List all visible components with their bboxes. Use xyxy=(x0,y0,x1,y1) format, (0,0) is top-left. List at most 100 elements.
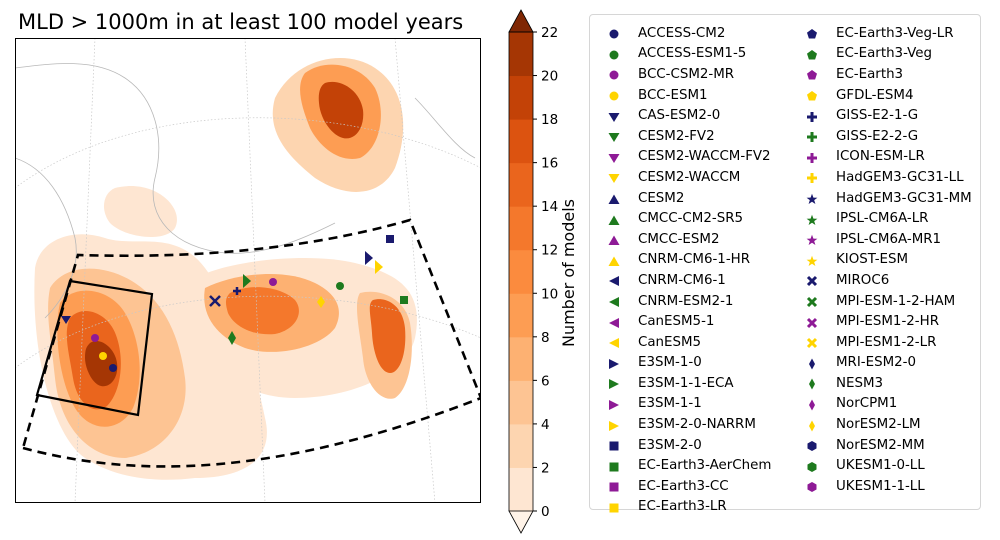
colorbar-band xyxy=(509,380,533,425)
triangle-right-marker-icon xyxy=(604,376,624,390)
legend-item: CMCC-CM2-SR5 xyxy=(604,208,771,229)
legend-item-label: CESM2-WACCM xyxy=(638,169,741,185)
marker xyxy=(400,296,408,304)
colorbar-tick-label: 6 xyxy=(541,373,550,389)
legend-item: GISS-E2-2-G xyxy=(802,126,972,147)
legend-item: CMCC-ESM2 xyxy=(604,229,771,250)
triangle-up-marker-icon xyxy=(604,232,624,246)
legend-item: BCC-CSM2-MR xyxy=(604,64,771,85)
legend-item-label: CESM2-FV2 xyxy=(638,128,715,144)
colorbar-band xyxy=(509,32,533,77)
pentagon-marker-icon xyxy=(802,88,822,102)
star-marker-icon xyxy=(802,232,822,246)
legend-item-label: BCC-ESM1 xyxy=(638,87,708,103)
colorbar-tick-label: 12 xyxy=(541,243,558,259)
legend-item: MPI-ESM-1-2-HAM xyxy=(802,291,972,312)
coastline xyxy=(414,97,476,159)
circle-marker-icon xyxy=(604,47,624,61)
legend: ACCESS-CM2 ACCESS-ESM1-5 BCC-CSM2-MR BCC-ES… xyxy=(589,14,981,514)
triangle-down-marker-icon xyxy=(604,109,624,123)
colorbar-band xyxy=(509,249,533,294)
colorbar-tick-label: 18 xyxy=(541,112,558,128)
legend-item: BCC-ESM1 xyxy=(604,85,771,106)
legend-item: MRI-ESM2-0 xyxy=(802,353,972,374)
hexagon-marker-icon xyxy=(802,479,822,493)
legend-item-label: MPI-ESM1-2-LR xyxy=(836,334,937,350)
colorbar-tick-label: 8 xyxy=(541,330,550,346)
legend-item: HadGEM3-GC31-LL xyxy=(802,167,972,188)
triangle-up-marker-icon xyxy=(604,212,624,226)
colorbar-band xyxy=(509,336,533,381)
legend-item: EC-Earth3-LR xyxy=(604,497,771,518)
legend-item-label: MPI-ESM1-2-HR xyxy=(836,314,939,330)
x-marker-icon xyxy=(802,315,822,329)
legend-item-label: NESM3 xyxy=(836,375,884,391)
legend-item: MIROC6 xyxy=(802,270,972,291)
thin-diamond-marker-icon xyxy=(802,397,822,411)
legend-item: KIOST-ESM xyxy=(802,250,972,271)
graticule-line xyxy=(244,38,266,503)
coastline xyxy=(15,63,336,254)
graticule-line xyxy=(15,117,481,189)
marker xyxy=(243,274,251,288)
triangle-left-marker-icon xyxy=(604,315,624,329)
triangle-up-marker-icon xyxy=(604,191,624,205)
legend-item: MPI-ESM1-2-HR xyxy=(802,311,972,332)
legend-item: CAS-ESM2-0 xyxy=(604,105,771,126)
legend-item-label: EC-Earth3-Veg xyxy=(836,46,932,62)
legend-item: E3SM-1-1 xyxy=(604,394,771,415)
legend-column-2: EC-Earth3-Veg-LR EC-Earth3-Veg EC-Earth3 GF… xyxy=(802,23,972,497)
x-marker-icon xyxy=(802,294,822,308)
colorbar-tick-label: 20 xyxy=(541,69,558,85)
square-marker-icon xyxy=(604,459,624,473)
legend-item-label: IPSL-CM6A-LR xyxy=(836,211,929,227)
marker xyxy=(91,334,99,342)
legend-item-label: HadGEM3-GC31-MM xyxy=(836,190,972,206)
triangle-right-marker-icon xyxy=(604,397,624,411)
colorbar-tick-label: 4 xyxy=(541,417,550,433)
star-marker-icon xyxy=(802,253,822,267)
plus-marker-icon xyxy=(802,170,822,184)
colorbar-tick-label: 10 xyxy=(541,286,558,302)
thin-diamond-marker-icon xyxy=(802,418,822,432)
circle-marker-icon xyxy=(604,67,624,81)
marker xyxy=(269,278,277,286)
contour-fill xyxy=(318,81,364,139)
legend-item: EC-Earth3 xyxy=(802,64,972,85)
legend-item-label: EC-Earth3 xyxy=(836,66,904,82)
marker xyxy=(109,364,117,372)
legend-item-label: MPI-ESM-1-2-HAM xyxy=(836,293,956,309)
legend-item: UKESM1-0-LL xyxy=(802,455,972,476)
triangle-left-marker-icon xyxy=(604,273,624,287)
legend-item-label: GFDL-ESM4 xyxy=(836,87,914,103)
legend-item: NorESM2-MM xyxy=(802,435,972,456)
legend-item-label: GISS-E2-1-G xyxy=(836,108,919,124)
graticule-line xyxy=(394,38,436,503)
legend-item-label: E3SM-1-0 xyxy=(638,355,702,371)
coastline xyxy=(15,157,77,319)
marker xyxy=(99,352,107,360)
pentagon-marker-icon xyxy=(802,67,822,81)
legend-item-label: ICON-ESM-LR xyxy=(836,149,925,165)
thin-diamond-marker-icon xyxy=(802,376,822,390)
legend-item: CNRM-CM6-1 xyxy=(604,270,771,291)
colorbar-band xyxy=(509,162,533,207)
legend-item-label: CNRM-ESM2-1 xyxy=(638,293,734,309)
triangle-left-marker-icon xyxy=(604,294,624,308)
legend-item-label: E3SM-2-0 xyxy=(638,437,702,453)
legend-item: IPSL-CM6A-LR xyxy=(802,208,972,229)
legend-item-label: MRI-ESM2-0 xyxy=(836,355,917,371)
model-markers xyxy=(61,235,408,372)
square-marker-icon xyxy=(604,500,624,514)
colorbar-band xyxy=(509,467,533,512)
star-marker-icon xyxy=(802,212,822,226)
plus-marker-icon xyxy=(802,129,822,143)
contour-fill xyxy=(103,186,177,238)
legend-item: EC-Earth3-Veg xyxy=(802,44,972,65)
star-marker-icon xyxy=(802,191,822,205)
legend-item-label: CMCC-CM2-SR5 xyxy=(638,211,744,227)
colorbar-tick-label: 16 xyxy=(541,156,558,172)
colorbar-band xyxy=(509,206,533,251)
colorbar-tick-label: 14 xyxy=(541,199,558,215)
legend-item: NESM3 xyxy=(802,373,972,394)
